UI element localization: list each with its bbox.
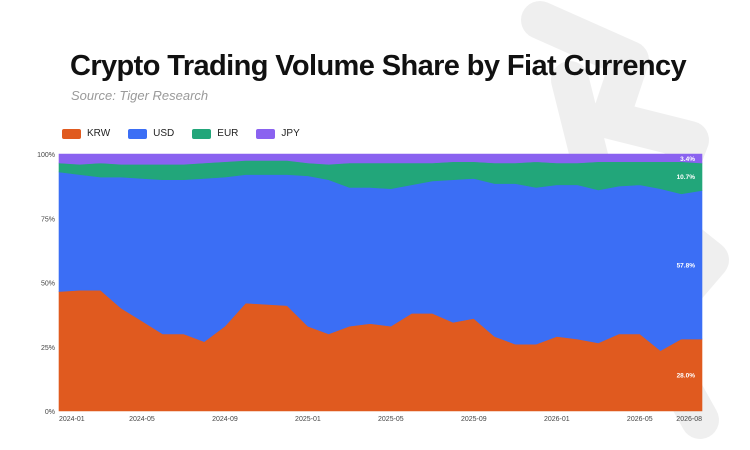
legend-label-usd: USD — [153, 128, 175, 139]
legend-item-eur: EUR — [192, 128, 238, 139]
x-tick-label: 2026-01 — [544, 416, 570, 423]
x-tick-label: 2024-09 — [212, 416, 238, 423]
data-label-usd: 57.8% — [677, 262, 696, 269]
data-label-eur: 10.7% — [677, 174, 696, 181]
legend-swatch-krw — [62, 128, 81, 139]
y-tick-label: 50% — [41, 281, 55, 288]
x-tick-label: 2024-01 — [59, 416, 85, 423]
chart-title: Crypto Trading Volume Share by Fiat Curr… — [70, 50, 687, 82]
y-tick-label: 100% — [37, 152, 55, 159]
legend-item-usd: USD — [128, 128, 174, 139]
x-tick-label: 2026-05 — [627, 416, 653, 423]
data-label-krw: 28.0% — [677, 373, 696, 380]
legend-label-jpy: JPY — [281, 128, 300, 139]
data-label-jpy: 3.4% — [680, 156, 695, 163]
chart-legend: KRW USD EUR JPY — [62, 128, 300, 139]
legend-swatch-jpy — [256, 128, 276, 139]
legend-label-krw: KRW — [87, 128, 111, 139]
x-tick-label: 2026-08 — [676, 416, 702, 423]
area-usd — [58, 171, 703, 351]
legend-item-jpy: JPY — [256, 128, 300, 139]
x-tick-label: 2025-01 — [295, 416, 321, 423]
area-jpy — [58, 153, 703, 165]
chart-subtitle: Source: Tiger Research — [71, 88, 209, 103]
legend-item-krw: KRW — [62, 128, 110, 139]
y-tick-label: 75% — [41, 216, 55, 223]
x-tick-label: 2025-09 — [461, 416, 487, 423]
y-tick-label: 25% — [41, 345, 55, 352]
legend-label-eur: EUR — [217, 128, 239, 139]
legend-swatch-usd — [128, 128, 148, 139]
legend-swatch-eur — [192, 128, 212, 139]
x-tick-label: 2025-05 — [378, 416, 404, 423]
x-tick-label: 2024-05 — [129, 416, 155, 423]
y-tick-label: 0% — [45, 409, 55, 416]
